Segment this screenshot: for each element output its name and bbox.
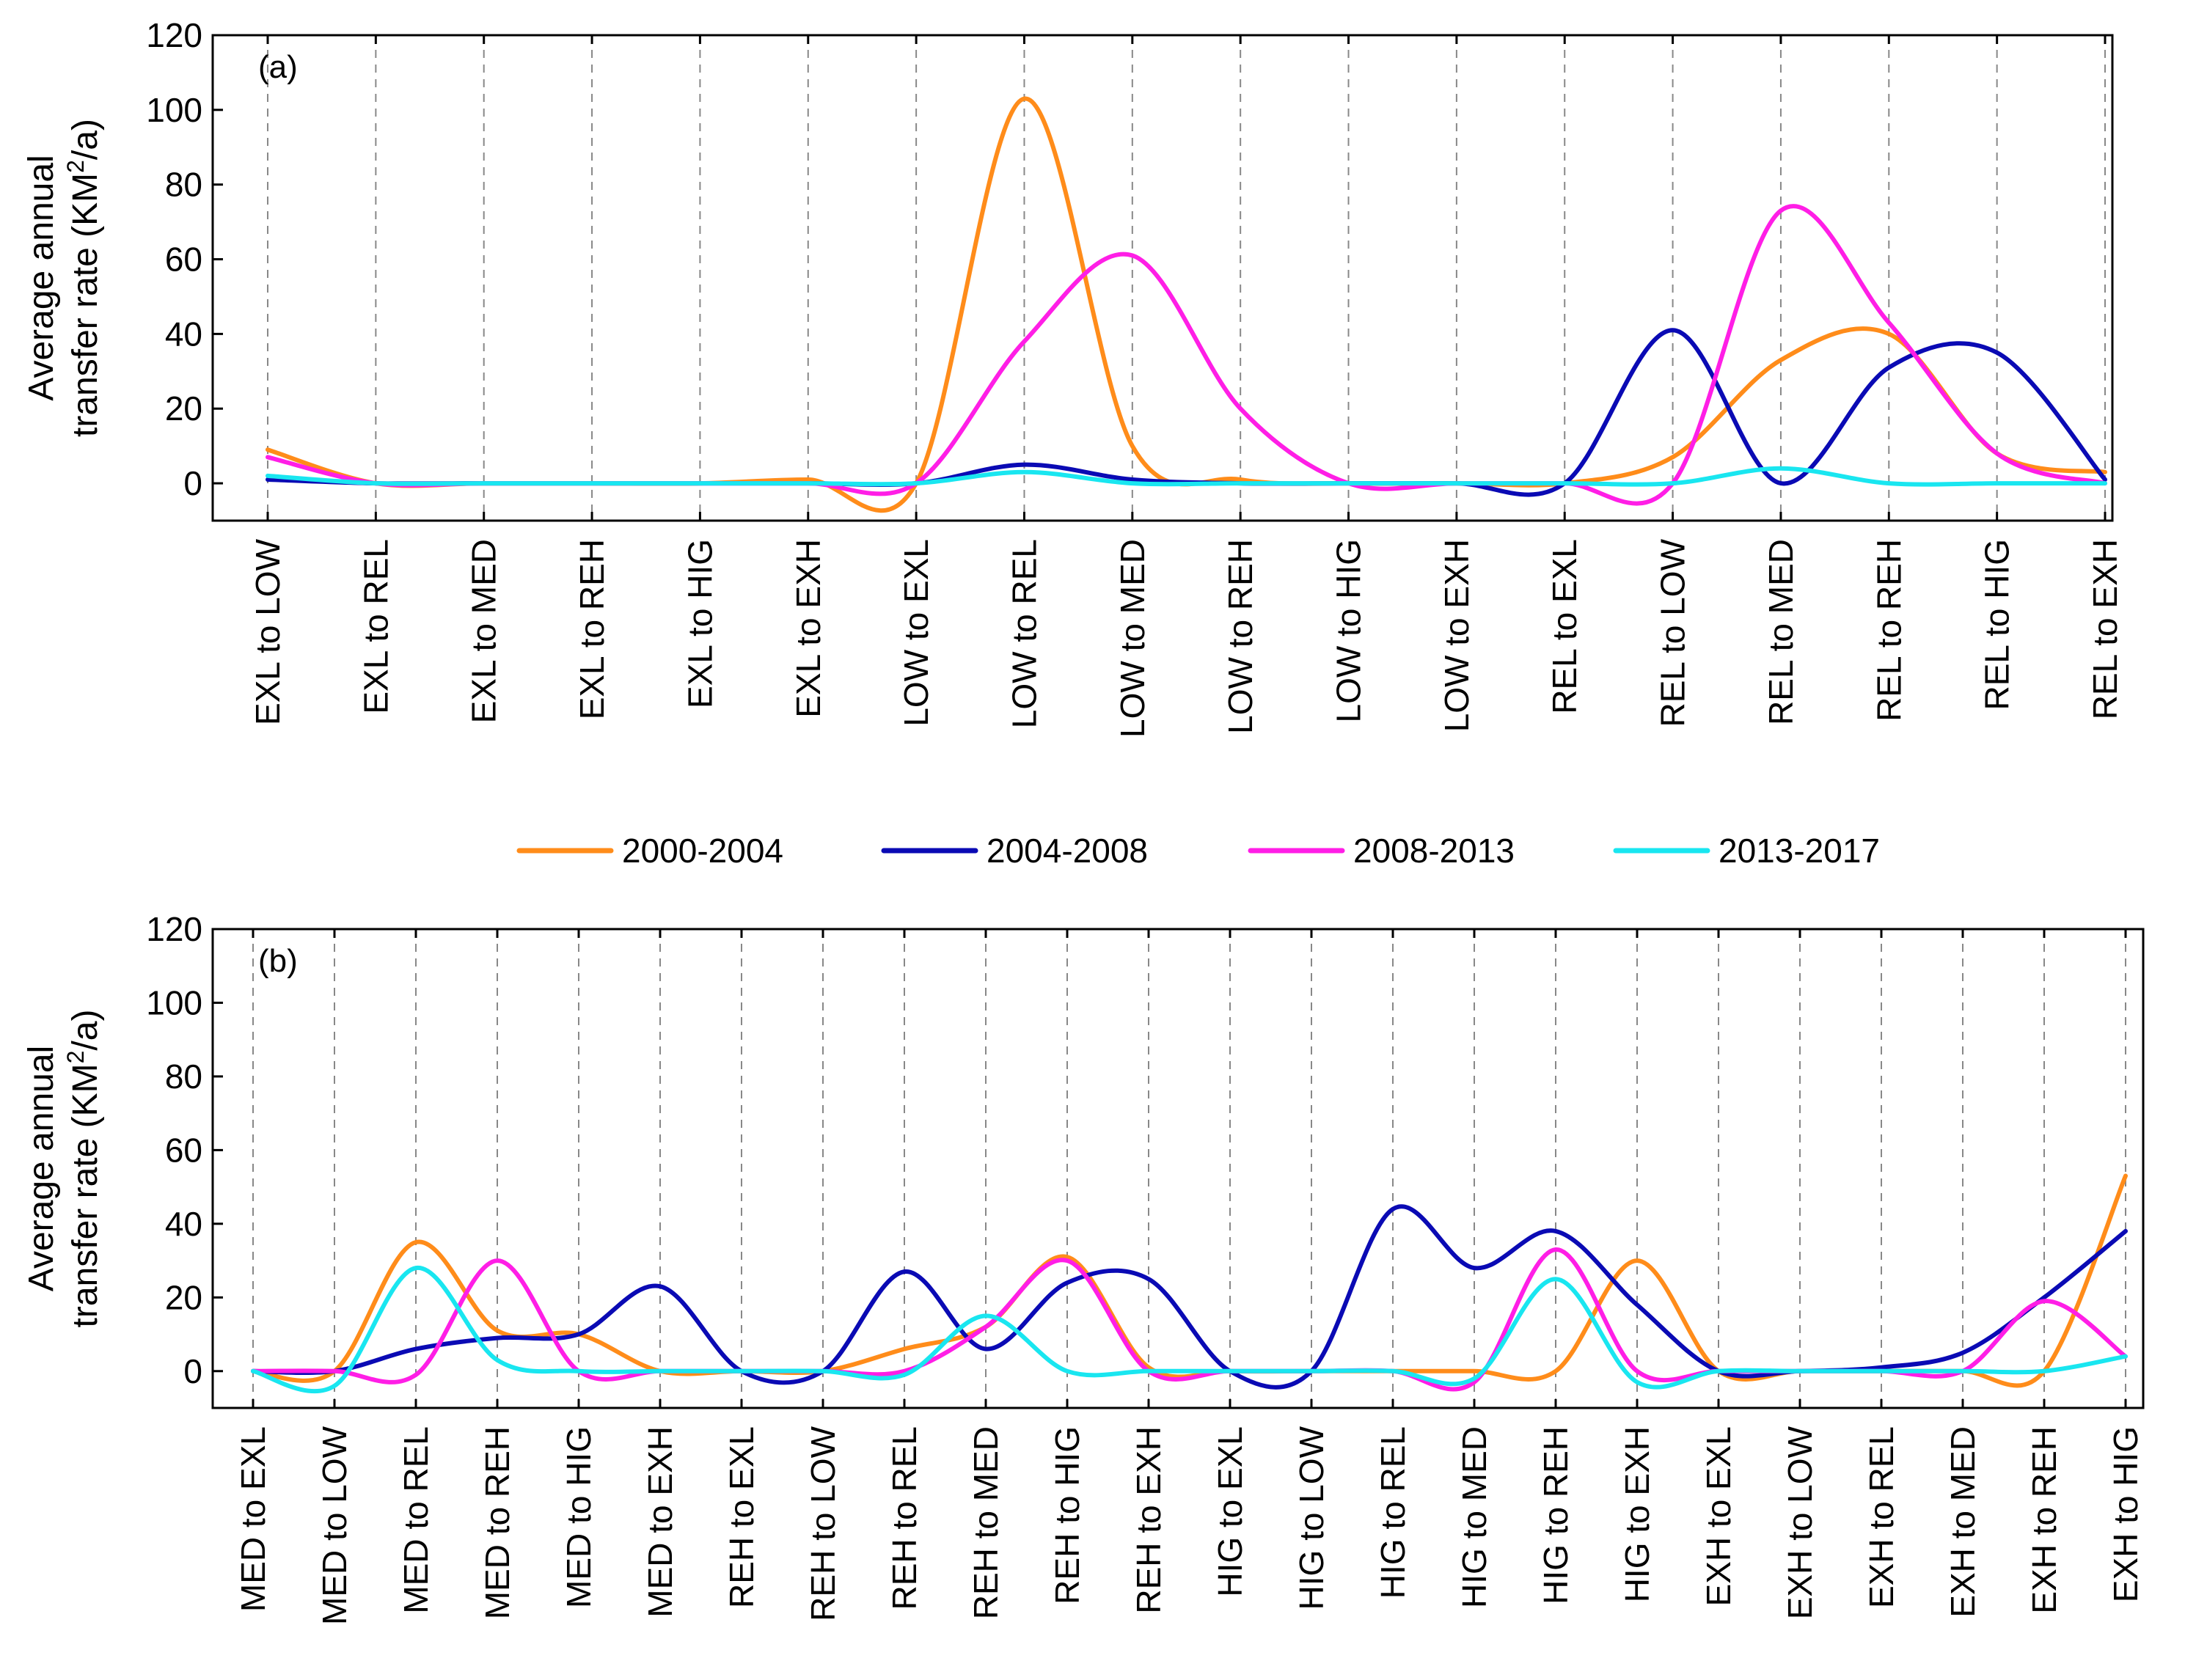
category-label: EXH to REL bbox=[1862, 1426, 1900, 1608]
plot-frame bbox=[211, 34, 2114, 522]
category-label: REH to EXH bbox=[1130, 1426, 1168, 1614]
category-label: MED to REL bbox=[397, 1426, 435, 1614]
y-tick-label: 40 bbox=[165, 315, 202, 353]
y-tick-label: 0 bbox=[183, 1352, 202, 1390]
category-label: MED to EXL bbox=[234, 1426, 272, 1612]
category-label: REL to LOW bbox=[1654, 538, 1692, 727]
category-label: HIG to REH bbox=[1537, 1426, 1575, 1604]
y-axis-title-line1: Average annual bbox=[22, 155, 61, 400]
category-label: REL to EXL bbox=[1545, 539, 1584, 714]
y-tick-label: 0 bbox=[183, 464, 202, 502]
panel-b: 0 20 40 60 80 100 120 MED to EXL MED to LOW MED t… bbox=[22, 910, 2145, 1625]
category-label: LOW to EXH bbox=[1438, 539, 1476, 732]
y-axis-title-line1: Average annual bbox=[22, 1046, 61, 1291]
category-label: EXL to REH bbox=[573, 539, 611, 719]
y-tick-label: 20 bbox=[165, 1278, 202, 1316]
category-label: LOW to REH bbox=[1221, 539, 1259, 734]
y-tick-label: 120 bbox=[146, 16, 202, 54]
category-label: LOW to EXL bbox=[897, 539, 935, 727]
category-label: LOW to REL bbox=[1005, 539, 1043, 728]
category-label: REH to LOW bbox=[804, 1426, 842, 1621]
category-label: MED to EXH bbox=[641, 1426, 679, 1618]
y-tick-label: 80 bbox=[165, 1057, 202, 1096]
category-label: EXH to MED bbox=[1944, 1426, 1982, 1618]
legend-label: 2013-2017 bbox=[1719, 832, 1880, 870]
category-label: EXL to MED bbox=[465, 539, 503, 723]
y-tick-label: 100 bbox=[146, 91, 202, 129]
category-label: REL to MED bbox=[1762, 539, 1800, 725]
category-label: REH to HIG bbox=[1048, 1426, 1086, 1604]
y-tick-label: 80 bbox=[165, 166, 202, 204]
category-label: MED to REH bbox=[478, 1426, 516, 1619]
legend: 2000-2004 2004-2008 2008-2013 2013-2017 bbox=[516, 832, 1880, 870]
category-label: EXH to EXL bbox=[1699, 1426, 1738, 1606]
y-tick-label: 20 bbox=[165, 389, 202, 428]
category-label: LOW to HIG bbox=[1330, 539, 1368, 722]
category-label: EXH to HIG bbox=[2107, 1426, 2145, 1602]
category-label: EXL to HIG bbox=[681, 539, 719, 708]
category-label: REL to HIG bbox=[1978, 539, 2016, 710]
category-label: EXH to REH bbox=[2025, 1426, 2063, 1614]
y-axis-title-line2: transfer rate (KM2/a) bbox=[62, 1010, 105, 1328]
series-line-2013-2017 bbox=[251, 1266, 2128, 1394]
y-axis-title-line2: transfer rate (KM2/a) bbox=[62, 119, 105, 437]
y-tick-label: 60 bbox=[165, 1131, 202, 1169]
category-label: REL to REH bbox=[1870, 539, 1908, 722]
y-tick-label: 60 bbox=[165, 241, 202, 279]
category-label: HIG to LOW bbox=[1292, 1426, 1331, 1610]
category-label: REH to REL bbox=[885, 1426, 923, 1610]
category-label: MED to LOW bbox=[315, 1426, 354, 1625]
category-label: HIG to MED bbox=[1455, 1426, 1493, 1608]
plot-frame bbox=[211, 928, 2145, 1409]
panel-a: 0 20 40 60 80 100 120 EXL to LOW EXL to REL EXL t… bbox=[22, 16, 2124, 738]
y-tick-label: 40 bbox=[165, 1205, 202, 1243]
category-label: EXL to EXH bbox=[789, 539, 827, 718]
category-label: REH to MED bbox=[967, 1426, 1005, 1619]
legend-label: 2008-2013 bbox=[1353, 832, 1515, 870]
category-label: EXL to REL bbox=[356, 539, 395, 714]
category-label: EXH to LOW bbox=[1781, 1426, 1819, 1619]
y-tick-label: 120 bbox=[146, 910, 202, 948]
category-label: REL to EXH bbox=[2086, 539, 2124, 719]
category-label: HIG to EXL bbox=[1211, 1426, 1249, 1597]
legend-label: 2004-2008 bbox=[987, 832, 1148, 870]
category-label: EXL to LOW bbox=[249, 538, 287, 725]
panel-label: (b) bbox=[258, 943, 298, 979]
category-label: HIG to EXH bbox=[1618, 1426, 1656, 1602]
category-label: LOW to MED bbox=[1113, 539, 1152, 738]
category-label: REH to EXL bbox=[722, 1426, 761, 1608]
legend-label: 2000-2004 bbox=[622, 832, 783, 870]
category-label: HIG to REL bbox=[1374, 1426, 1412, 1599]
category-label: MED to HIG bbox=[560, 1426, 598, 1608]
y-tick-label: 100 bbox=[146, 983, 202, 1021]
panel-label: (a) bbox=[258, 49, 298, 85]
series-line-2013-2017 bbox=[266, 466, 2107, 487]
